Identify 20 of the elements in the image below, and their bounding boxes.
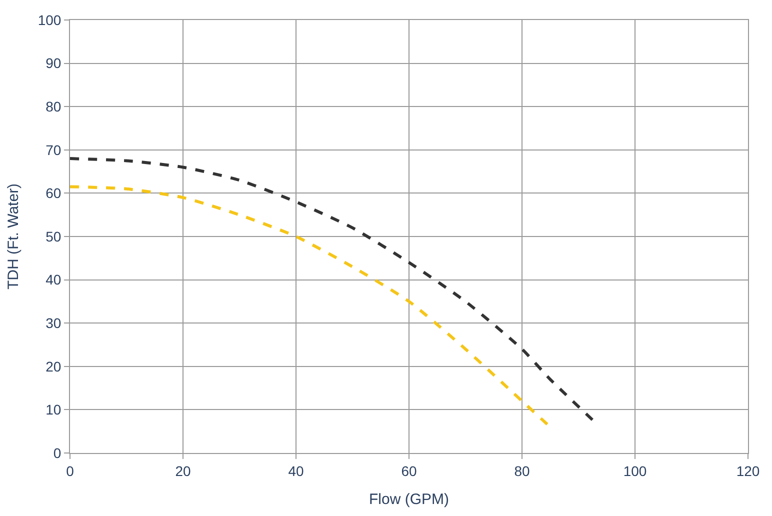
y-tick-label: 40	[46, 272, 62, 288]
x-tick-label: 60	[401, 462, 417, 479]
y-tick-label: 10	[46, 402, 62, 418]
y-tick-label: 90	[46, 55, 62, 72]
x-tick-label: 100	[623, 462, 647, 479]
y-tick-label: 70	[46, 142, 62, 158]
x-tick-label: 0	[66, 462, 74, 479]
x-tick-label: 40	[288, 462, 304, 479]
x-tick-label: 80	[514, 462, 530, 479]
y-tick-label: 30	[46, 315, 62, 331]
y-tick-label: 80	[46, 98, 62, 114]
x-tick-label: 120	[736, 462, 760, 479]
x-axis-title: Flow (GPM)	[369, 490, 449, 508]
y-tick-label: 0	[53, 444, 62, 461]
x-tick-label: 20	[175, 462, 191, 479]
y-tick-label: 100	[38, 12, 62, 28]
y-tick-label: 50	[46, 228, 62, 244]
y-tick-label: 60	[46, 185, 62, 202]
y-axis-title: TDH (Ft. Water)	[5, 183, 22, 290]
y-tick-label: 20	[46, 358, 62, 374]
